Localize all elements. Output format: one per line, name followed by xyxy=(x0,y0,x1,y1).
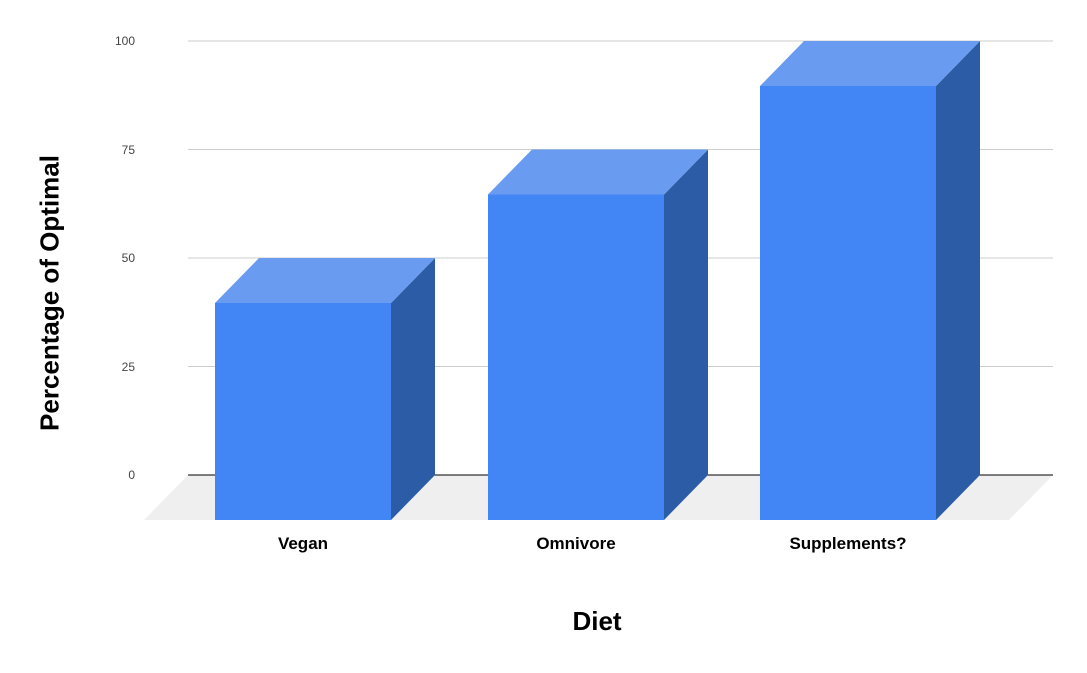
bar-top-face xyxy=(215,258,435,303)
y-tick-label-75: 75 xyxy=(121,142,135,157)
bar-front-face xyxy=(488,194,664,520)
bar-vegan xyxy=(215,258,435,520)
bar-side-face xyxy=(391,258,435,520)
bar-side-face xyxy=(936,41,980,520)
bar-front-face xyxy=(760,86,936,520)
y-tick-label-0: 0 xyxy=(128,468,135,482)
bar-supplements xyxy=(760,41,980,520)
category-label-supplements: Supplements? xyxy=(789,534,907,553)
y-tick-label-50: 50 xyxy=(121,251,135,265)
x-axis-title: Diet xyxy=(572,606,622,636)
y-tick-label-100: 100 xyxy=(114,34,135,48)
y-tick-label-25: 25 xyxy=(121,359,135,374)
category-label-omnivore: Omnivore xyxy=(536,534,616,553)
category-label-vegan: Vegan xyxy=(277,534,329,553)
bar-side-face xyxy=(664,149,708,520)
bar-front-face xyxy=(215,303,391,520)
bar-omnivore xyxy=(488,149,708,520)
bar-top-face xyxy=(488,149,708,195)
bar-top-face xyxy=(760,41,980,86)
